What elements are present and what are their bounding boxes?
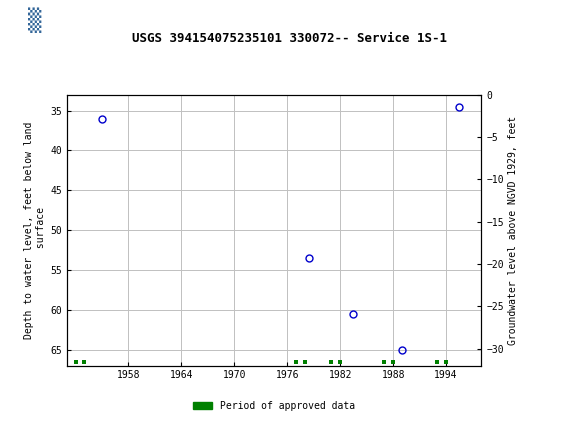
- Text: ▒: ▒: [28, 8, 42, 34]
- Bar: [6, 3, 64, 39]
- Legend: Period of approved data: Period of approved data: [189, 397, 359, 415]
- Y-axis label: Depth to water level, feet below land
 surface: Depth to water level, feet below land su…: [24, 121, 46, 339]
- Text: USGS: USGS: [72, 13, 109, 28]
- Text: USGS 394154075235101 330072-- Service 1S-1: USGS 394154075235101 330072-- Service 1S…: [132, 32, 448, 45]
- Y-axis label: Groundwater level above NGVD 1929, feet: Groundwater level above NGVD 1929, feet: [508, 116, 518, 344]
